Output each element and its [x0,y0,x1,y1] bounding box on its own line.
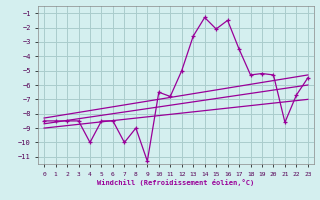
X-axis label: Windchill (Refroidissement éolien,°C): Windchill (Refroidissement éolien,°C) [97,179,255,186]
